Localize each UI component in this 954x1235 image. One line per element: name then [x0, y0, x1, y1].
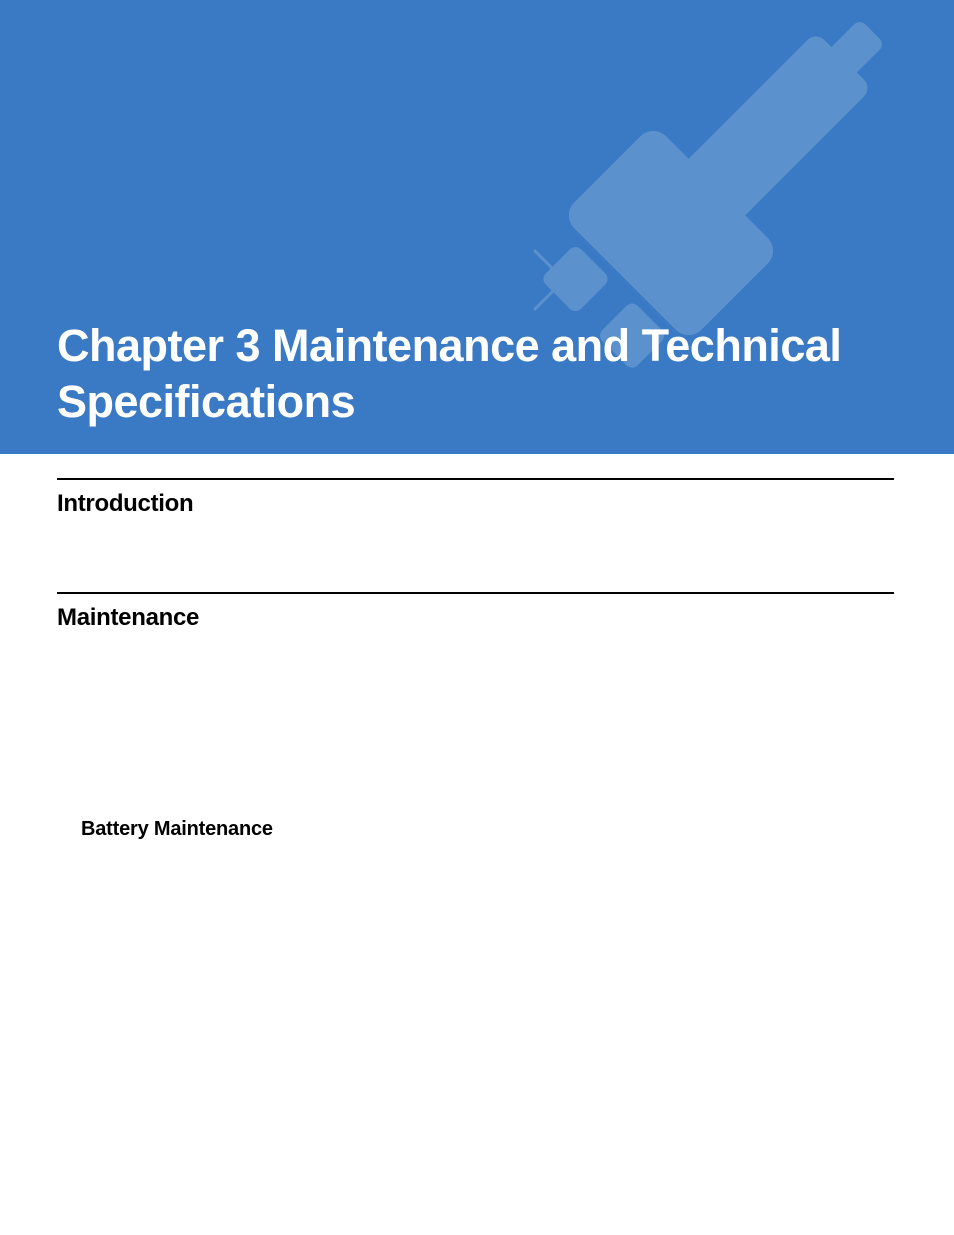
section-rule: [57, 592, 894, 594]
chapter-banner: Chapter 3 Maintenance and Technical Spec…: [0, 0, 954, 454]
section-rule: [57, 478, 894, 480]
page-content: Introduction Maintenance Battery Mainten…: [0, 454, 954, 841]
section-heading-introduction: Introduction: [57, 490, 894, 518]
section-heading-maintenance: Maintenance: [57, 604, 894, 632]
chapter-title: Chapter 3 Maintenance and Technical Spec…: [57, 318, 894, 431]
subheading-battery-maintenance: Battery Maintenance: [81, 818, 894, 841]
